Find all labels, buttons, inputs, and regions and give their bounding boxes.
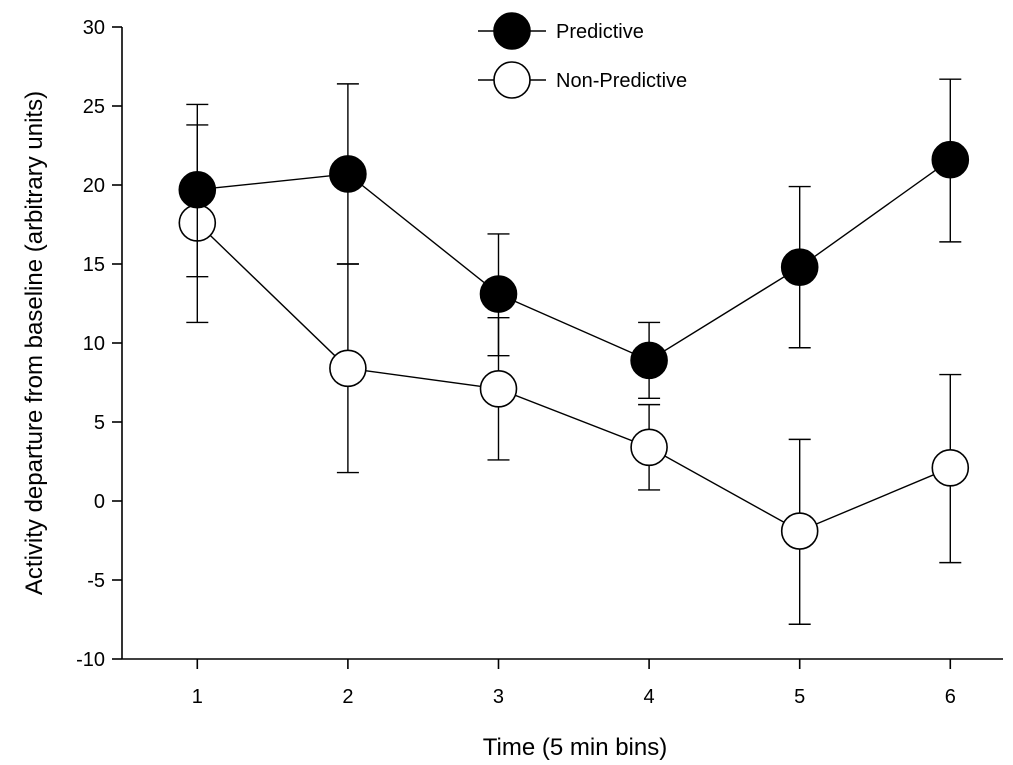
y-tick-label: 5 (94, 412, 105, 434)
y-tick-label: 10 (83, 333, 105, 355)
data-point-predictive (630, 341, 668, 380)
x-axis-title: Time (5 min bins) (483, 734, 667, 761)
legend-item-predictive: Predictive (478, 12, 644, 50)
x-tick-label: 1 (192, 686, 203, 708)
data-point-non-predictive (931, 449, 970, 487)
y-tick-label: 0 (94, 491, 105, 513)
x-tick-label: 6 (945, 686, 956, 708)
x-tick-label: 5 (794, 686, 805, 708)
data-point-non-predictive (630, 428, 668, 467)
x-ticks: 1 2 3 4 5 6 (192, 659, 956, 708)
series-line-non-predictive (196, 222, 951, 532)
data-point-predictive (178, 170, 217, 209)
data-point-non-predictive (479, 370, 518, 408)
x-tick-label: 3 (493, 686, 504, 708)
y-axis: -10 -5 0 5 10 15 20 25 30 (76, 17, 123, 671)
data-point-predictive (780, 248, 819, 286)
y-tick-label: 30 (83, 17, 105, 39)
data-point-predictive (479, 275, 518, 313)
y-tick-label: 25 (83, 96, 105, 118)
data-point-non-predictive (329, 349, 367, 388)
x-tick-label: 2 (342, 686, 353, 708)
data-point-non-predictive (780, 512, 819, 550)
legend-label-predictive: Predictive (556, 21, 644, 43)
y-tick-label: 20 (83, 175, 105, 197)
y-tick-label: -10 (76, 649, 105, 671)
legend-label-non-predictive: Non-Predictive (556, 70, 687, 92)
data-point-predictive (329, 155, 367, 193)
data-point-predictive (931, 140, 970, 179)
y-axis-title: Activity departure from baseline (arbitr… (21, 91, 48, 595)
x-axis: 1 2 3 4 5 6 (122, 658, 1003, 708)
series-line-predictive (197, 159, 951, 362)
y-ticks: -10 -5 0 5 10 15 20 25 30 (76, 17, 122, 671)
x-tick-label: 4 (644, 686, 655, 708)
legend-marker-predictive (493, 12, 531, 50)
series-non-predictive (178, 124, 970, 625)
plot-area (178, 78, 970, 625)
y-tick-label: -5 (87, 570, 105, 592)
legend-marker-non-predictive (493, 61, 531, 99)
legend-item-non-predictive: Non-Predictive (478, 61, 687, 99)
legend: Predictive Non-Predictive (478, 12, 687, 99)
y-tick-label: 15 (83, 254, 105, 276)
series-predictive (178, 78, 970, 399)
